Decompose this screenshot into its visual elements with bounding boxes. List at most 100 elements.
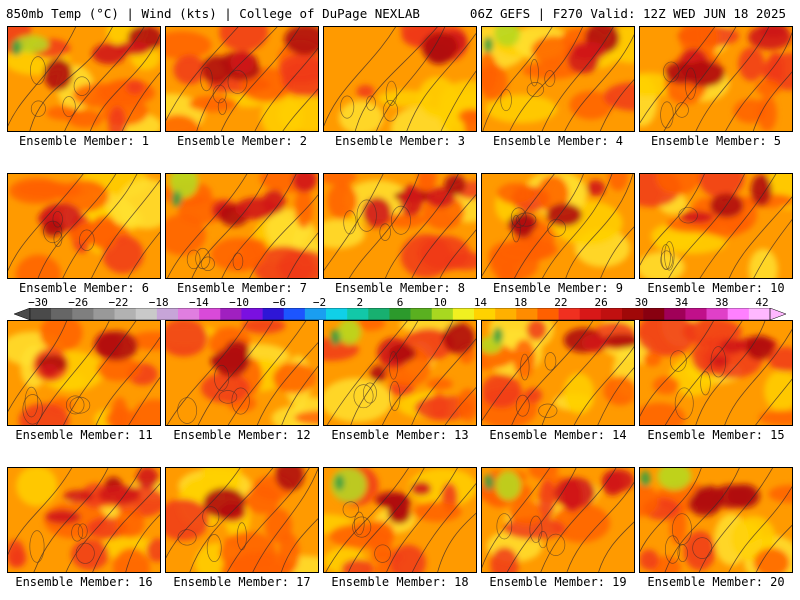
ensemble-member-label: Ensemble Member: 5 xyxy=(650,134,782,148)
ensemble-member-label: Ensemble Member: 17 xyxy=(173,575,311,589)
colorbar-swatch xyxy=(600,308,623,320)
colorbar-tick-label: 2 xyxy=(356,296,364,309)
ensemble-member-label: Ensemble Member: 9 xyxy=(492,281,624,295)
temperature-map xyxy=(7,173,161,279)
colorbar-tick-label: 14 xyxy=(473,296,488,309)
colorbar-swatch xyxy=(199,308,221,320)
temperature-map xyxy=(481,26,635,132)
temperature-map-field xyxy=(324,321,476,425)
temperature-map xyxy=(639,26,793,132)
colorbar-swatch xyxy=(474,308,496,320)
temperature-map-field xyxy=(8,468,160,572)
colorbar-swatch xyxy=(558,308,581,320)
temperature-map xyxy=(323,173,477,279)
colorbar-swatch xyxy=(368,308,390,320)
colorbar-strip xyxy=(14,308,786,320)
ensemble-member-label: Ensemble Member: 8 xyxy=(334,281,466,295)
colorbar-swatch xyxy=(241,308,263,320)
temperature-map xyxy=(639,173,793,279)
temperature-map-field xyxy=(166,174,318,278)
temperature-map-field xyxy=(482,468,634,572)
colorbar-tick-label: −14 xyxy=(188,296,209,309)
colorbar-swatch xyxy=(452,308,475,320)
ensemble-member-label: Ensemble Member: 2 xyxy=(176,134,308,148)
ensemble-member-label: Ensemble Member: 19 xyxy=(489,575,627,589)
colorbar-swatch xyxy=(72,308,94,320)
colorbar-swatch xyxy=(135,308,158,320)
temperature-map-field xyxy=(166,27,318,131)
colorbar-tick-label: −30 xyxy=(28,296,48,309)
temperature-map-field xyxy=(166,321,318,425)
colorbar-swatch xyxy=(30,308,52,320)
colorbar-swatch xyxy=(178,308,200,320)
temperature-map-field xyxy=(166,468,318,572)
colorbar-swatch xyxy=(304,308,327,320)
colorbar-labels: −30 −26 −22 −18 −14 −10 −6 −2 2 6 10 14 18 22 26 30 34 38… xyxy=(14,296,786,309)
temperature-map-field xyxy=(482,174,634,278)
colorbar-swatch xyxy=(326,308,348,320)
colorbar-swatch xyxy=(114,308,137,320)
temperature-map xyxy=(7,320,161,426)
temperature-map-field xyxy=(482,321,634,425)
colorbar-swatch xyxy=(495,308,517,320)
colorbar-swatch xyxy=(156,308,179,320)
colorbar-swatch xyxy=(706,308,729,320)
colorbar-swatch xyxy=(664,308,686,320)
temperature-map xyxy=(639,320,793,426)
temperature-map xyxy=(481,467,635,573)
temperature-map-field xyxy=(640,27,792,131)
temperature-map xyxy=(323,320,477,426)
temperature-map xyxy=(165,467,319,573)
temperature-map xyxy=(481,320,635,426)
colorbar-tick-label: 10 xyxy=(433,296,447,309)
colorbar-tick-label: 42 xyxy=(755,296,769,309)
temperature-map xyxy=(323,467,477,573)
colorbar-tick-label: 22 xyxy=(554,296,568,309)
colorbar-tick-label: 18 xyxy=(514,296,528,309)
ensemble-member-label: Ensemble Member: 10 xyxy=(647,281,785,295)
colorbar-swatch xyxy=(93,308,115,320)
ensemble-member-label: Ensemble Member: 7 xyxy=(176,281,308,295)
colorbar-swatch xyxy=(748,308,771,320)
ensemble-member-label: Ensemble Member: 1 xyxy=(18,134,150,148)
colorbar-swatch xyxy=(516,308,538,320)
temperature-map-field xyxy=(8,27,160,131)
ensemble-member-label: Ensemble Member: 13 xyxy=(331,428,469,442)
colorbar-tick-label: 30 xyxy=(634,296,648,309)
colorbar-swatch xyxy=(685,308,707,320)
colorbar-swatch xyxy=(410,308,433,320)
temperature-map-field xyxy=(640,174,792,278)
colorbar-swatch xyxy=(389,308,411,320)
colorbar-swatch xyxy=(643,308,665,320)
temperature-map xyxy=(323,26,477,132)
colorbar-swatch xyxy=(220,308,242,320)
colorbar-swatch xyxy=(727,308,750,320)
colorbar-swatch xyxy=(431,308,454,320)
ensemble-member-label: Ensemble Member: 16 xyxy=(15,575,153,589)
temperature-map xyxy=(481,173,635,279)
map-header: 850mb Temp (°C) | Wind (kts) | College o… xyxy=(0,4,800,24)
colorbar-swatch xyxy=(537,308,559,320)
header-title: 850mb Temp (°C) | Wind (kts) | College o… xyxy=(6,6,420,21)
colorbar-tick-label: 34 xyxy=(674,296,689,309)
colorbar-tick-label: 26 xyxy=(594,296,608,309)
temperature-map-field xyxy=(640,468,792,572)
temperature-map-field xyxy=(640,321,792,425)
colorbar-swatch xyxy=(622,308,644,320)
ensemble-member-label: Ensemble Member: 11 xyxy=(15,428,153,442)
temperature-map xyxy=(639,467,793,573)
ensemble-member-label: Ensemble Member: 3 xyxy=(334,134,466,148)
temperature-map-field xyxy=(324,468,476,572)
colorbar-tick-label: −26 xyxy=(68,296,89,309)
colorbar-swatch xyxy=(579,308,602,320)
colorbar-swatch xyxy=(51,308,73,320)
colorbar-tick-label: −22 xyxy=(108,296,129,309)
colorbar-swatch xyxy=(283,308,306,320)
temperature-map-field xyxy=(482,27,634,131)
colorbar-tick-label: −6 xyxy=(272,296,286,309)
ensemble-member-label: Ensemble Member: 4 xyxy=(492,134,624,148)
ensemble-member-label: Ensemble Member: 6 xyxy=(18,281,150,295)
header-valid-time: 06Z GEFS | F270 Valid: 12Z WED JUN 18 20… xyxy=(469,6,786,21)
ensemble-member-label: Ensemble Member: 12 xyxy=(173,428,311,442)
temperature-map xyxy=(165,26,319,132)
